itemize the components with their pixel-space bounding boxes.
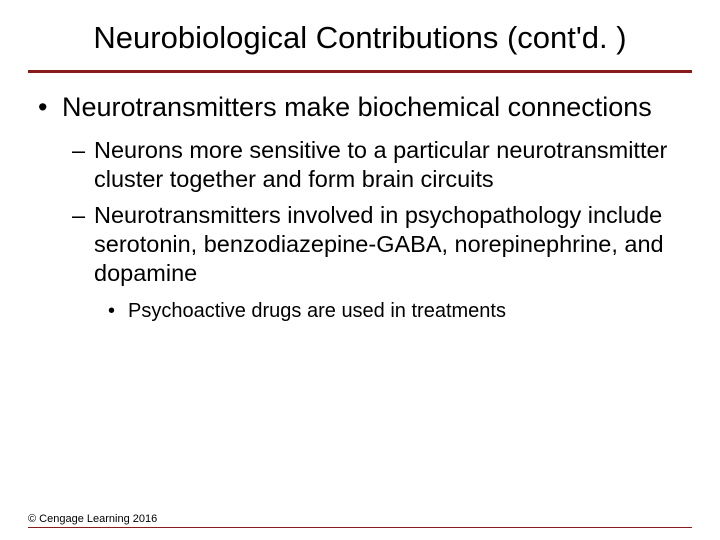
bullet-level-1: Neurotransmitters make biochemical conne… xyxy=(36,91,692,124)
title-rule xyxy=(28,70,692,73)
bullet-level-2: Neurons more sensitive to a particular n… xyxy=(36,136,692,193)
bullet-level-3: Psychoactive drugs are used in treatment… xyxy=(36,299,692,323)
copyright-footer: © Cengage Learning 2016 xyxy=(28,497,692,527)
bullet-level-2: Neurotransmitters involved in psychopath… xyxy=(36,201,692,287)
slide-title: Neurobiological Contributions (cont'd. ) xyxy=(28,20,692,70)
content-area: Neurotransmitters make biochemical conne… xyxy=(28,91,692,497)
footer-rule xyxy=(28,527,692,528)
slide-container: Neurobiological Contributions (cont'd. )… xyxy=(0,0,720,540)
